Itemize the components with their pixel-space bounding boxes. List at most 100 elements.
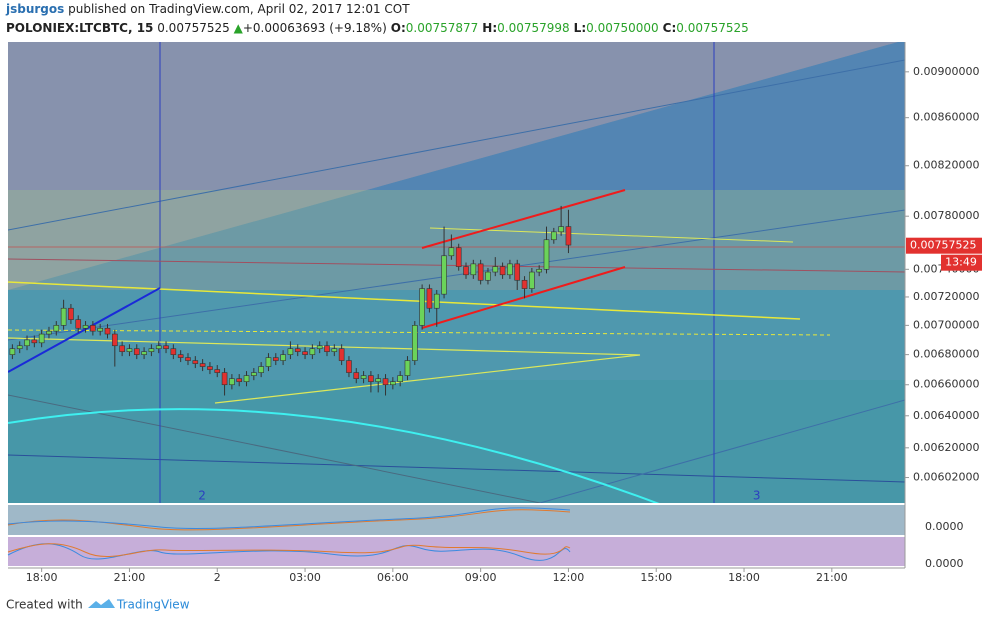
y-tick-label: 0.00900000	[913, 65, 979, 78]
candle-body	[551, 231, 557, 241]
candle-body	[31, 339, 38, 344]
candle-body	[177, 354, 184, 358]
yellow-line	[429, 227, 794, 243]
horizontal-ray	[8, 258, 905, 273]
yellow-line	[8, 281, 801, 320]
ohlc-value: 0.00757877	[405, 21, 479, 35]
symbol: POLONIEX:LTCBTC, 15	[6, 21, 154, 35]
countdown-tag	[941, 254, 982, 271]
candle-body	[280, 354, 286, 361]
candle-body	[192, 360, 199, 364]
plot-bg	[8, 42, 905, 503]
teal-band	[8, 290, 905, 380]
x-tick-label: 03:00	[289, 571, 321, 584]
candle-body	[60, 307, 67, 326]
x-tick-label: 2	[214, 571, 221, 584]
candle-body	[419, 288, 425, 326]
author[interactable]: jsburgos	[6, 2, 65, 16]
candle-body	[207, 366, 213, 370]
candle-body	[258, 366, 264, 373]
candle-body	[426, 288, 433, 309]
candle-body	[302, 351, 308, 355]
trend-line	[8, 209, 905, 341]
header-line-2: POLONIEX:LTCBTC, 15 0.00757525 ▲+0.00063…	[6, 21, 749, 35]
channel-top	[421, 189, 626, 249]
candle-body	[82, 325, 89, 329]
footer-text: Created with	[6, 598, 83, 612]
channel-bottom	[421, 266, 626, 329]
candle-body	[148, 348, 155, 352]
trend-line	[539, 399, 905, 503]
ohlc-label: O:	[390, 21, 406, 35]
drawings	[8, 42, 905, 503]
candle-body	[68, 307, 74, 320]
indicator-line	[7, 543, 571, 557]
footer-brand[interactable]: TradingView	[116, 598, 190, 612]
candle-body	[514, 263, 521, 281]
x-tick-label: 18:00	[728, 571, 760, 584]
header-line-1: jsburgos published on TradingView.com, A…	[6, 2, 410, 16]
candle-body	[243, 375, 250, 382]
candle-body	[133, 348, 140, 355]
y-tick-label: 0.00620000	[913, 441, 979, 454]
y-tick-label: 0.00780000	[913, 209, 979, 222]
candle-body	[346, 360, 352, 373]
candle-body	[353, 372, 360, 379]
candle-body	[485, 271, 491, 281]
blue-segment	[8, 287, 161, 373]
candle-body	[565, 226, 572, 246]
y-tick-label: 0.00700000	[913, 318, 979, 331]
candle-body	[251, 372, 257, 376]
blue-zone	[8, 42, 905, 503]
candle-body	[397, 375, 403, 382]
candle-body	[38, 333, 45, 344]
candle-body	[170, 348, 177, 355]
x-tick-label: 21:00	[816, 571, 848, 584]
candle-body	[536, 269, 542, 273]
published: published on TradingView.com, April 02, …	[68, 2, 410, 16]
candle-body	[558, 226, 564, 233]
candle-body	[375, 378, 382, 382]
candle-body	[316, 345, 323, 350]
countdown-label: 13:49	[945, 256, 977, 269]
yellow-dashed	[8, 329, 831, 336]
ohlc-value: 0.00757998	[497, 21, 570, 35]
candle-body	[470, 263, 477, 276]
indicator-line	[7, 543, 571, 561]
candle-body	[404, 360, 411, 376]
indicator-line	[7, 507, 571, 529]
candle-body	[448, 247, 455, 257]
candle-body	[324, 345, 330, 352]
candle-body	[104, 327, 111, 335]
candle-body	[368, 375, 374, 382]
candle-body	[9, 348, 16, 355]
ohlc-label: L:	[573, 21, 587, 35]
candle-body	[126, 348, 133, 352]
x-tick-label: 21:00	[114, 571, 146, 584]
candle-body	[507, 263, 513, 276]
candle-body	[199, 363, 206, 367]
ohlc-label: H:	[482, 21, 498, 35]
price-tag	[906, 237, 982, 254]
candle-body	[97, 327, 103, 332]
candles	[9, 205, 572, 396]
yellow-triangle	[8, 337, 641, 404]
price-tag-label: 0.00757525	[910, 239, 976, 252]
candle-body	[492, 266, 499, 273]
candle-body	[46, 330, 52, 335]
candle-body	[331, 348, 338, 352]
candle-body	[90, 325, 96, 332]
y-tick-label: 0.00820000	[913, 159, 979, 172]
candle-body	[294, 348, 301, 352]
marker-label: 2	[198, 489, 206, 503]
candle-body	[382, 378, 389, 386]
candle-body	[24, 339, 30, 347]
indicator-panel	[8, 537, 905, 566]
candle-body	[236, 378, 243, 382]
trend-line	[8, 394, 541, 503]
indicator-label: 0.0000	[925, 520, 964, 533]
candle-body	[214, 369, 221, 373]
x-tick-label: 09:00	[465, 571, 497, 584]
